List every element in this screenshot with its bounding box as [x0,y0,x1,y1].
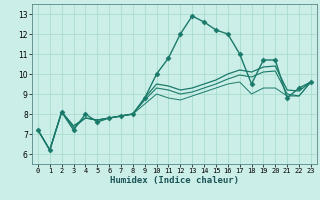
X-axis label: Humidex (Indice chaleur): Humidex (Indice chaleur) [110,176,239,185]
